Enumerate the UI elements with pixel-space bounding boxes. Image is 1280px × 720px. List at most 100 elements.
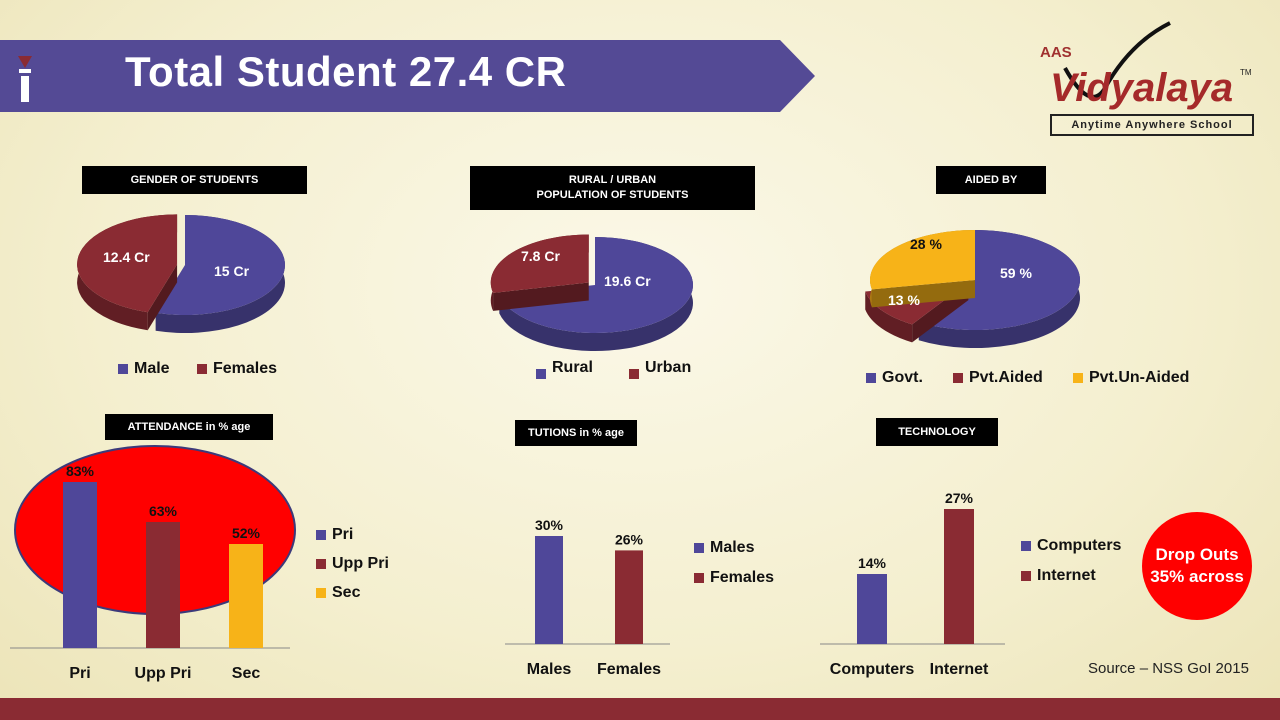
legend-sec: Sec (316, 584, 360, 602)
legend-label-computers: Computers (1037, 537, 1122, 554)
legend-upp-pri: Upp Pri (316, 555, 389, 573)
legend-females-tuition: Females (694, 569, 774, 587)
attendance-upp-pri-value-label: 63% (149, 503, 178, 519)
dropout-badge: Drop Outs 35% across (1142, 512, 1252, 620)
pie-slice-male (155, 215, 286, 333)
technology-computers-value-label: 14% (858, 555, 887, 571)
legend-swatch-sec (316, 588, 326, 598)
attendance-sec-category-label: Sec (232, 665, 261, 682)
legend-internet: Internet (1021, 567, 1096, 585)
legend-swatch-rural (536, 369, 546, 379)
tutions-females-value-label: 26% (615, 531, 644, 547)
legend-label-urban: Urban (645, 359, 692, 376)
page-title: Total Student 27.4 CR (125, 48, 567, 95)
rural-urban-title-line-2: POPULATION OF STUDENTS (536, 189, 689, 201)
technology-computers-category-label: Computers (830, 661, 915, 678)
attendance-pri-bar (63, 482, 97, 648)
legend-swatch-upp-pri (316, 559, 326, 569)
logo-wordmark: Vidyalaya (1050, 66, 1234, 110)
technology-internet-value-label: 27% (945, 490, 974, 506)
legend-govt: Govt. (866, 369, 923, 387)
pie-slice-rural (499, 237, 693, 351)
aided-pie-chart (865, 230, 1080, 348)
pie-slice-pvt-unaided (870, 230, 975, 308)
legend-pvt-aided: Pvt.Aided (953, 369, 1043, 387)
technology-bar-chart: 14% Computers 27% Internet (820, 490, 1005, 678)
gender-chart-title: GENDER OF STUDENTS (82, 166, 307, 194)
tutions-males-category-label: Males (527, 661, 572, 678)
legend-label-rural: Rural (552, 359, 593, 376)
tutions-males-bar (535, 536, 563, 644)
attendance-sec-value-label: 52% (232, 525, 261, 541)
legend-label-females: Females (213, 360, 278, 377)
legend-swatch-males (694, 543, 704, 553)
tutions-females-category-label: Females (597, 661, 661, 678)
legend-swatch-females (197, 364, 207, 374)
aided-chart-title: AIDED BY (936, 166, 1046, 194)
pie-slice-females (77, 214, 178, 331)
legend-swatch-urban (629, 369, 639, 379)
legend-label-upp-pri: Upp Pri (332, 555, 389, 572)
legend-males: Males (694, 539, 754, 557)
pen-icon (18, 56, 32, 102)
pie-label-govt: 59 % (1000, 265, 1032, 281)
legend-swatch-computers (1021, 541, 1031, 551)
attendance-pri-category-label: Pri (69, 665, 90, 682)
pie-label-pvt-aided: 13 % (888, 292, 920, 308)
pie-label-urban: 7.8 Cr (521, 248, 560, 264)
legend-pvt-unaided: Pvt.Un-Aided (1073, 369, 1189, 387)
attendance-upp-pri-bar (146, 522, 180, 648)
legend-label-females-tuition: Females (710, 569, 775, 586)
logo-prefix: AAS (1040, 44, 1072, 61)
tutions-bar-chart: 30% Males 26% Females (505, 517, 670, 678)
legend-swatch-pri (316, 530, 326, 540)
legend-urban: Urban (629, 357, 691, 379)
pie-slice-urban (490, 234, 589, 311)
source-note: Source – NSS GoI 2015 (1088, 660, 1249, 677)
title-banner (0, 40, 815, 112)
logo-tagline: Anytime Anywhere School (1050, 114, 1254, 136)
rural-urban-chart-title: RURAL / URBAN POPULATION OF STUDENTS (470, 166, 755, 210)
rural-urban-title-line-1: RURAL / URBAN (568, 174, 657, 186)
gender-pie-chart (77, 214, 286, 333)
rural-urban-pie-chart (490, 234, 693, 351)
legend-male: Male (118, 360, 170, 378)
attendance-upp-pri-category-label: Upp Pri (135, 665, 192, 682)
tutions-females-bar (615, 550, 643, 644)
pie-label-male: 15 Cr (214, 263, 250, 279)
legend-rural: Rural (536, 357, 593, 379)
pie-label-rural: 19.6 Cr (604, 273, 651, 289)
legend-label-pvt-unaided: Pvt.Un-Aided (1089, 369, 1190, 386)
legend-label-males: Males (710, 539, 755, 556)
logo-trademark: TM (1240, 68, 1252, 77)
legend-computers: Computers (1021, 537, 1121, 555)
technology-internet-bar (944, 509, 974, 644)
legend-pri: Pri (316, 526, 353, 544)
technology-computers-bar (857, 574, 887, 644)
legend-swatch-pvt-aided (953, 373, 963, 383)
legend-swatch-pvt-unaided (1073, 373, 1083, 383)
legend-swatch-govt (866, 373, 876, 383)
legend-females: Females (197, 360, 277, 378)
tutions-chart-title: TUTIONS in % age (515, 420, 637, 446)
attendance-sec-bar (229, 544, 263, 648)
pie-label-female: 12.4 Cr (103, 249, 150, 265)
legend-label-male: Male (134, 360, 170, 377)
legend-label-pvt-aided: Pvt.Aided (969, 369, 1043, 386)
technology-chart-title: TECHNOLOGY (876, 418, 998, 446)
attendance-pri-value-label: 83% (66, 463, 95, 479)
legend-swatch-females-tuition (694, 573, 704, 583)
legend-label-internet: Internet (1037, 567, 1096, 584)
legend-label-sec: Sec (332, 584, 361, 601)
legend-label-pri: Pri (332, 526, 354, 543)
legend-swatch-internet (1021, 571, 1031, 581)
footer-bar (0, 698, 1280, 720)
attendance-bar-chart: 83% Pri 63% Upp Pri 52% Sec (10, 445, 296, 682)
attendance-chart-title: ATTENDANCE in % age (105, 414, 273, 440)
logo-swoosh-icon (1063, 21, 1171, 99)
pie-label-unaided: 28 % (910, 236, 942, 252)
technology-internet-category-label: Internet (930, 661, 989, 678)
tutions-males-value-label: 30% (535, 517, 564, 533)
legend-swatch-male (118, 364, 128, 374)
legend-label-govt: Govt. (882, 369, 923, 386)
